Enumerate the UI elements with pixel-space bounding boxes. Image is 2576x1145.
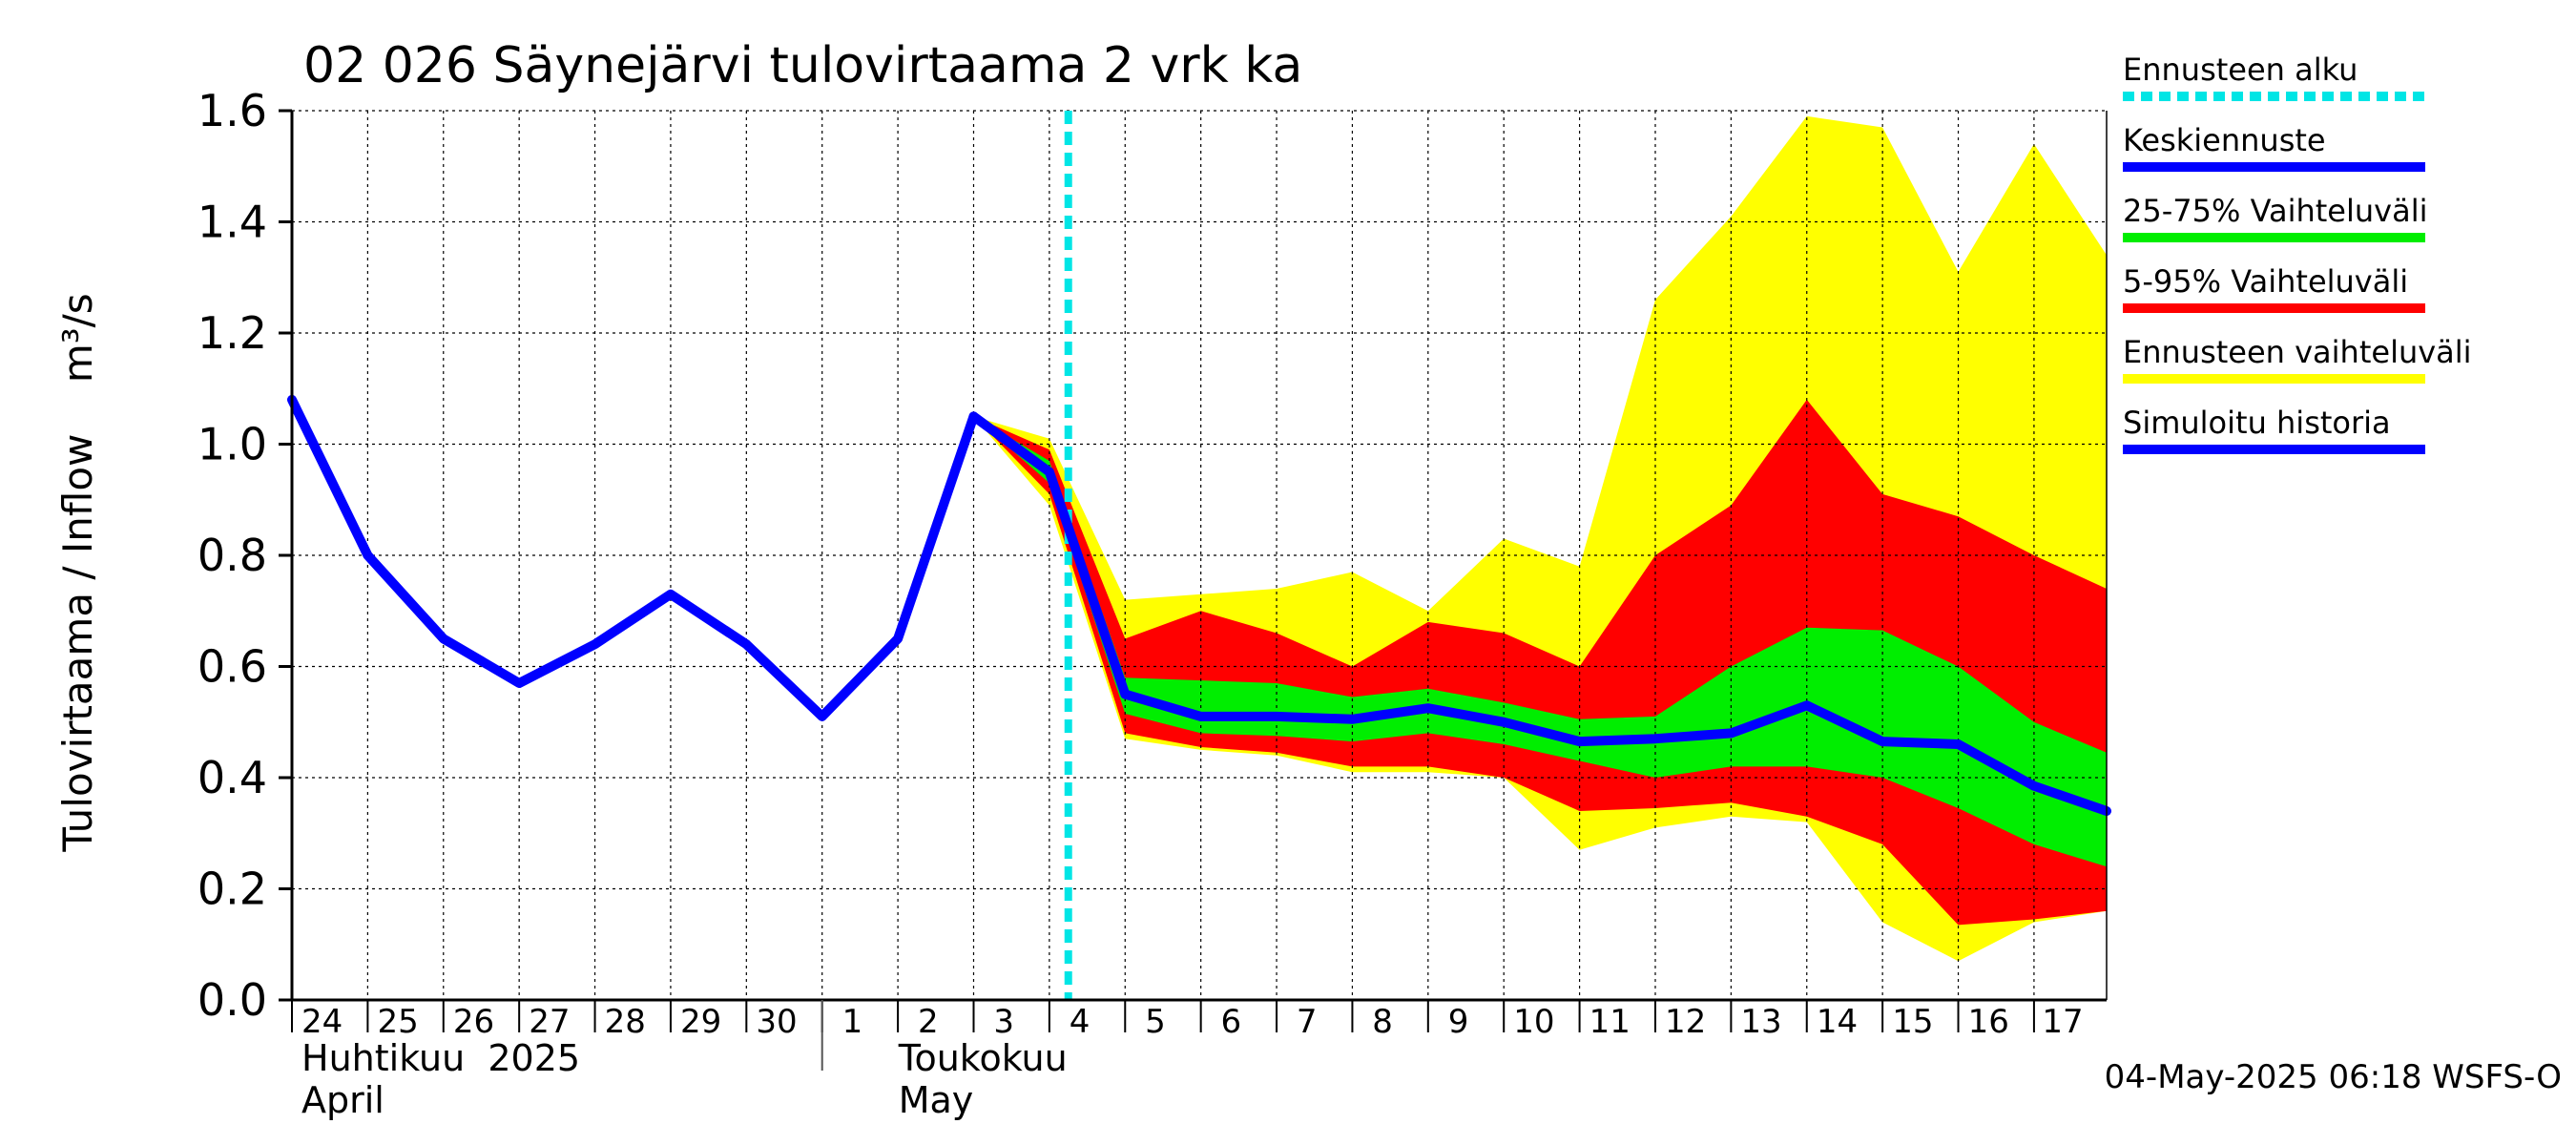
- legend-label: 5-95% Vaihteluväli: [2123, 263, 2408, 300]
- y-tick-label: 1.0: [197, 419, 267, 470]
- x-tick-label: 7: [1297, 1003, 1318, 1041]
- legend-label: Keskiennuste: [2123, 122, 2326, 158]
- x-axis-ticks: 24 25 26 27 28 29 30 1 2 3 4 5 6 7 8 9 10 11 12 13 14 15 16 17: [291, 1000, 2084, 1041]
- x-tick-label: 2: [918, 1003, 939, 1041]
- x-tick-label: 28: [605, 1003, 646, 1041]
- chart-legend: Ennusteen alku Keskiennuste 25-75% Vaihtel…: [2123, 52, 2472, 454]
- forecast-bands: [973, 115, 2107, 962]
- x-tick-label: 8: [1372, 1003, 1393, 1041]
- month-label-en: May: [899, 1079, 974, 1121]
- y-axis-label: Tulovirtaama / Inflow m³/s: [54, 293, 101, 852]
- x-tick-label: 5: [1145, 1003, 1166, 1041]
- x-tick-label: 24: [301, 1003, 343, 1041]
- x-tick-label: 12: [1665, 1003, 1706, 1041]
- y-tick-label: 0.0: [197, 974, 267, 1026]
- legend-label: Ennusteen alku: [2123, 52, 2358, 88]
- x-tick-label: 25: [377, 1003, 418, 1041]
- x-tick-label: 15: [1892, 1003, 1933, 1041]
- x-tick-label: 3: [993, 1003, 1014, 1041]
- x-tick-label: 29: [680, 1003, 721, 1041]
- legend-label: Ennusteen vaihteluväli: [2123, 334, 2472, 370]
- month-label-en: April: [301, 1079, 384, 1121]
- x-tick-label: 13: [1740, 1003, 1781, 1041]
- legend-label: 25-75% Vaihteluväli: [2123, 193, 2427, 229]
- y-tick-label: 0.6: [197, 641, 267, 693]
- x-tick-label: 11: [1589, 1003, 1631, 1041]
- x-tick-label: 4: [1070, 1003, 1091, 1041]
- x-tick-label: 27: [529, 1003, 570, 1041]
- month-label-fi: Huhtikuu 2025: [301, 1037, 580, 1079]
- y-tick-label: 1.4: [197, 197, 267, 248]
- line-keskiennuste: [968, 411, 2111, 816]
- band-5-95-vaihteluv-li: [973, 399, 2107, 926]
- line-simuloitu-historia: [287, 394, 979, 721]
- x-tick-label: 9: [1448, 1003, 1469, 1041]
- y-tick-label: 1.2: [197, 307, 267, 359]
- y-tick-label: 0.8: [197, 530, 267, 581]
- month-label-fi: Toukokuu: [898, 1037, 1068, 1079]
- x-tick-label: 26: [453, 1003, 494, 1041]
- chart-title: 02 026 Säynejärvi tulovirtaama 2 vrk ka: [303, 37, 1302, 94]
- band-25-75-vaihteluv-li: [973, 416, 2107, 867]
- x-tick-label: 30: [756, 1003, 797, 1041]
- x-tick-label: 16: [1968, 1003, 2009, 1041]
- x-tick-label: 17: [2042, 1003, 2083, 1041]
- y-tick-label: 0.2: [197, 864, 267, 915]
- x-tick-label: 14: [1817, 1003, 1858, 1041]
- x-tick-label: 10: [1513, 1003, 1554, 1041]
- legend-label: Simuloitu historia: [2123, 405, 2391, 441]
- y-tick-label: 0.4: [197, 752, 267, 803]
- y-axis-ticks: 0.0 0.2 0.4 0.6 0.8 1.0 1.2 1.4 1.6: [197, 85, 292, 1026]
- series-lines: [287, 394, 2111, 816]
- timestamp: 04-May-2025 06:18 WSFS-O: [2105, 1058, 2562, 1096]
- x-tick-label: 6: [1221, 1003, 1242, 1041]
- y-tick-label: 1.6: [197, 85, 267, 136]
- x-tick-label: 1: [842, 1003, 863, 1041]
